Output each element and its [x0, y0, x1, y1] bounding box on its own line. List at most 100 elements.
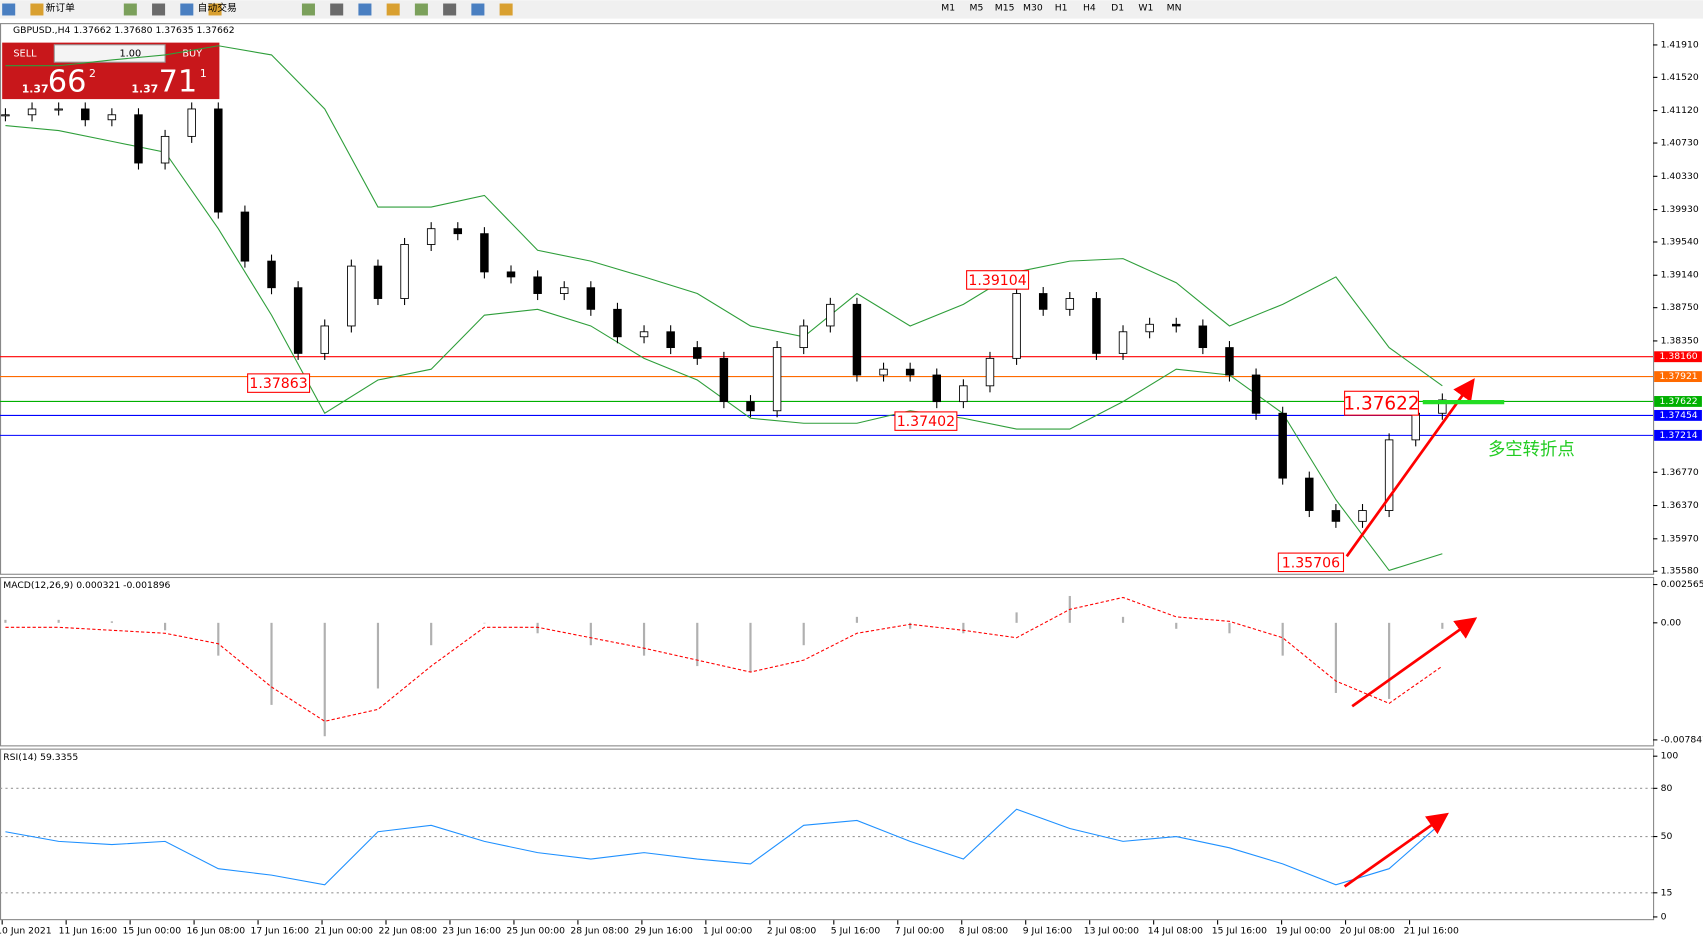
- buy-button[interactable]: BUY: [182, 48, 202, 59]
- timeframe-button[interactable]: M15: [995, 2, 1015, 13]
- level-tag: [1654, 429, 1702, 441]
- toolbar-icon[interactable]: [358, 3, 372, 16]
- time-label: 7 Jul 00:00: [895, 926, 945, 937]
- price-tick-label: 1.41520: [1661, 72, 1699, 83]
- toolbar-icon[interactable]: [123, 3, 137, 16]
- level-label: 1.37214: [1660, 430, 1698, 441]
- toolbar-icon[interactable]: [180, 3, 194, 16]
- turning-point-annotation: 多空转折点: [1488, 440, 1575, 460]
- macd-bar: [909, 622, 912, 629]
- candle-body: [772, 347, 782, 412]
- macd-bar: [110, 621, 113, 623]
- price-annotation: 1.39104: [968, 273, 1026, 289]
- toolbar-icon[interactable]: [301, 3, 315, 16]
- timeframe-button[interactable]: H4: [1083, 2, 1096, 13]
- candle-body: [1305, 477, 1314, 511]
- pane-borders: [0, 23, 1655, 921]
- price-tick-label: 1.40330: [1661, 171, 1699, 182]
- toolbar-icon[interactable]: [471, 3, 485, 16]
- price-annotation-box: [1344, 390, 1419, 416]
- timeframe-button[interactable]: MN: [1167, 2, 1182, 13]
- rsi-label: RSI(14) 59.3355: [3, 752, 78, 763]
- price-tick-label: 1.35580: [1661, 566, 1699, 577]
- candle-body: [1038, 293, 1048, 310]
- candle-body: [826, 303, 835, 327]
- candle-body: [1145, 323, 1154, 333]
- candle-body: [54, 108, 63, 111]
- macd-bar: [536, 622, 539, 634]
- sell-price-frac: 2: [89, 67, 96, 80]
- new-order-button[interactable]: 新订单: [46, 1, 76, 14]
- rsi-tick-label: 100: [1661, 751, 1679, 762]
- level-label: 1.38160: [1660, 351, 1698, 362]
- price-annotation: 1.37402: [897, 414, 955, 430]
- timeframe-button[interactable]: M30: [1023, 2, 1043, 13]
- time-label: 23 Jun 16:00: [442, 926, 501, 937]
- candle-body: [879, 368, 888, 376]
- macd-bar: [802, 622, 805, 646]
- toolbar-items[interactable]: 新订单 自动交易 M1 M5 M15 M30 H1 H4 D1 W1 MN: [2, 1, 1182, 16]
- price-tick-label: 1.35970: [1661, 533, 1699, 544]
- toolbar-icon[interactable]: [414, 3, 428, 16]
- toolbar-icon[interactable]: [208, 3, 222, 16]
- timeframe-button[interactable]: M1: [941, 2, 955, 13]
- toolbar-icon[interactable]: [386, 3, 400, 16]
- buy-price-frac: 1: [200, 67, 207, 80]
- time-label: 16 Jun 08:00: [187, 926, 246, 937]
- macd-bar: [1228, 622, 1231, 634]
- price-annotation-box: [247, 373, 311, 393]
- timeframe-button[interactable]: W1: [1138, 2, 1153, 13]
- candle-body: [27, 108, 37, 116]
- candle-body: [985, 357, 995, 387]
- time-label: 10 Jun 2021: [0, 926, 52, 937]
- macd-bar: [749, 622, 752, 673]
- time-label: 28 Jun 08:00: [570, 926, 629, 937]
- chart-header: GBPUSD.,H4 1.37662 1.37680 1.37635 1.376…: [13, 25, 235, 36]
- toolbar-icon[interactable]: [30, 3, 44, 16]
- level-tag: [1654, 371, 1702, 383]
- toolbar-icon[interactable]: [443, 3, 457, 16]
- time-label: 15 Jul 16:00: [1212, 926, 1267, 937]
- price-annotation-box: [1277, 552, 1345, 573]
- macd-bar: [1281, 622, 1284, 656]
- toolbar-icon[interactable]: [2, 3, 16, 16]
- lot-input[interactable]: [53, 44, 166, 63]
- price-tick-label: 1.38350: [1661, 335, 1699, 346]
- level-tag: [1654, 409, 1702, 421]
- price-tick-label: 1.40730: [1661, 138, 1699, 149]
- timeframe-button[interactable]: D1: [1111, 2, 1124, 13]
- toolbar-icon[interactable]: [499, 3, 513, 16]
- candle-body: [932, 374, 941, 403]
- macd-signal: [5, 596, 1443, 722]
- timeframe-button[interactable]: M5: [969, 2, 983, 13]
- macd-bar: [1175, 622, 1178, 629]
- rsi-tick-label: 0: [1661, 911, 1667, 922]
- sell-price-big: 1.37: [22, 82, 49, 95]
- candle-body: [1384, 439, 1394, 511]
- price-annotation-box: [894, 411, 958, 431]
- candle-body: [1065, 298, 1075, 310]
- candle-body: [1411, 412, 1420, 441]
- toolbar: [0, 0, 1703, 19]
- candle-body: [320, 325, 329, 354]
- chart-background: [0, 18, 1703, 940]
- macd-bar: [1334, 622, 1337, 693]
- candle-body: [586, 287, 596, 310]
- sell-button[interactable]: SELL: [13, 48, 37, 59]
- candle-body: [134, 114, 143, 164]
- candle-body: [400, 244, 409, 299]
- price-tick-label: 1.36370: [1661, 500, 1699, 511]
- auto-trade-button[interactable]: 自动交易: [198, 1, 237, 14]
- candle-body: [613, 308, 622, 338]
- toolbar-icon[interactable]: [152, 3, 166, 16]
- candle-body: [1118, 331, 1128, 354]
- time-label: 19 Jul 00:00: [1276, 926, 1331, 937]
- lot-value[interactable]: 1.00: [119, 48, 141, 59]
- toolbar-icon[interactable]: [330, 3, 344, 16]
- macd-bar: [483, 622, 486, 624]
- candle-body: [480, 233, 489, 273]
- timeframe-button[interactable]: H1: [1055, 2, 1068, 13]
- level-tag: [1654, 351, 1702, 363]
- macd-bar: [430, 622, 433, 646]
